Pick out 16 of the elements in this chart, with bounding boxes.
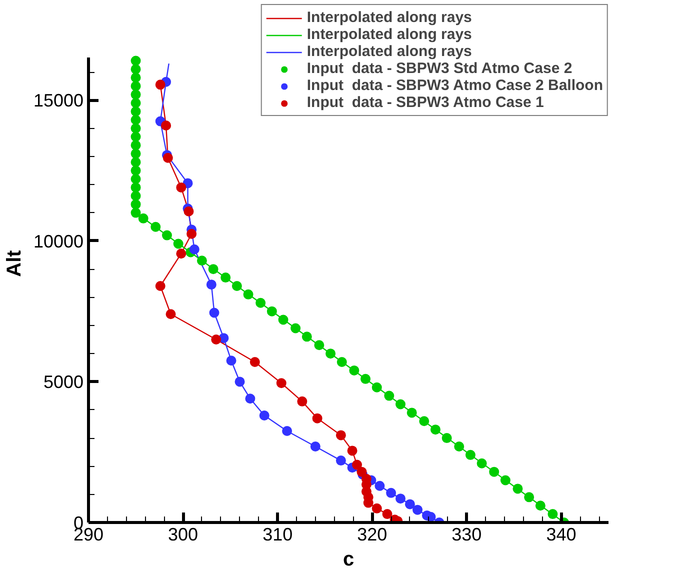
x-axis-title: c bbox=[342, 548, 354, 570]
y-tick-label: 15000 bbox=[33, 90, 84, 111]
x-tick-label: 330 bbox=[452, 524, 482, 544]
legend-label: Input data - SBPW3 Atmo Case 1 bbox=[306, 94, 544, 111]
legend-label: Input data - SBPW3 Atmo Case 2 Balloon bbox=[306, 77, 603, 94]
legend-label: Input data - SBPW3 Std Atmo Case 2 bbox=[306, 60, 572, 77]
legend-label: Interpolated along rays bbox=[306, 26, 472, 43]
legend-label: Interpolated along rays bbox=[306, 9, 472, 26]
y-tick-label: 5000 bbox=[43, 372, 84, 392]
y-axis-title: Alt bbox=[3, 250, 26, 277]
x-tick-label: 320 bbox=[357, 524, 388, 544]
x-tick-label: 340 bbox=[546, 524, 576, 544]
x-tick-label: 300 bbox=[168, 524, 198, 544]
legend-label: Interpolated along rays bbox=[306, 43, 472, 60]
x-tick-label: 310 bbox=[262, 524, 293, 544]
y-tick-label: 10000 bbox=[33, 231, 84, 252]
